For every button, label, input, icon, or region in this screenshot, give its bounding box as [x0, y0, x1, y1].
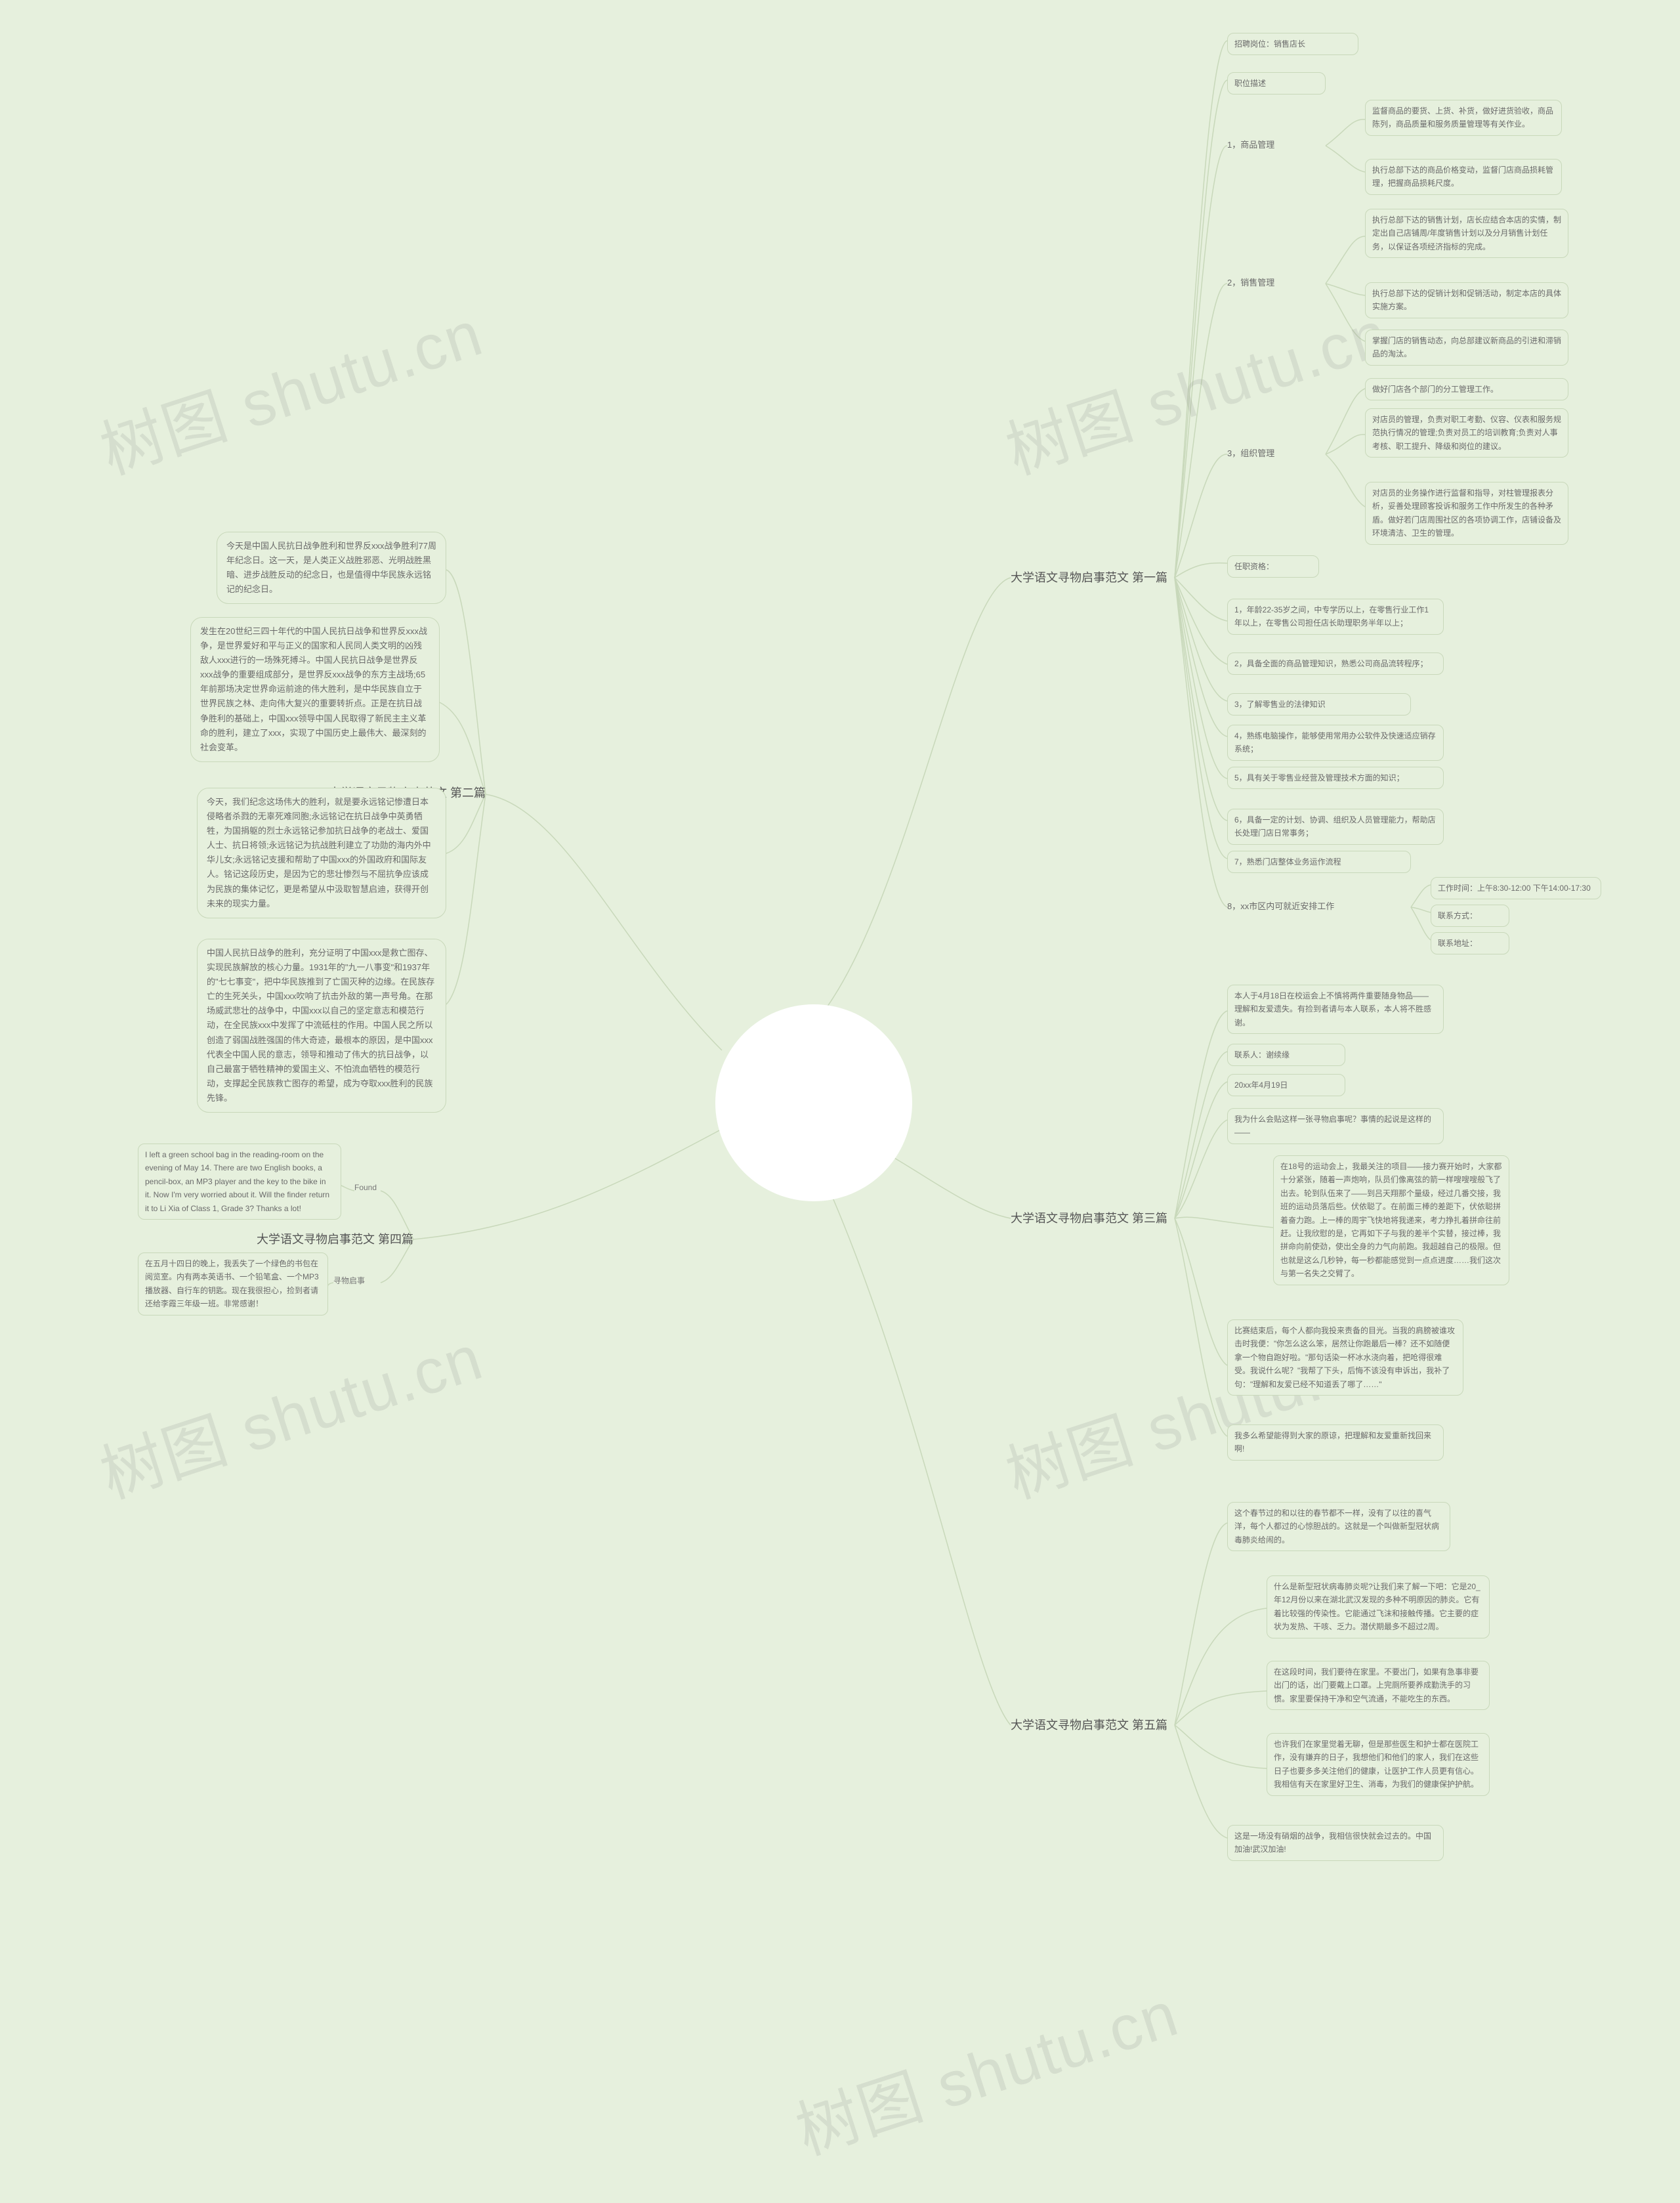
branch-label-5: 大学语文寻物启事范文 第五篇: [1011, 1716, 1167, 1733]
node: 20xx年4月19日: [1227, 1074, 1345, 1096]
node: 对店员的业务操作进行监督和指导，对柱管理报表分析，妥善处理顾客投诉和服务工作中所…: [1365, 482, 1568, 545]
node: 对店员的管理，负责对职工考勤、仪容、仪表和服务规范执行情况的管理;负责对员工的培…: [1365, 408, 1568, 458]
node: 监督商品的要货、上货、补货，做好进货验收，商品陈列，商品质量和服务质量管理等有关…: [1365, 100, 1562, 136]
node: 今天，我们纪念这场伟大的胜利，就是要永远铭记惨遭日本侵略者杀戮的无辜死难同胞;永…: [197, 788, 446, 918]
node: 掌握门店的销售动态，向总部建议新商品的引进和滞销品的淘汰。: [1365, 330, 1568, 366]
node: 这个春节过的和以往的春节都不一样，没有了以往的喜气洋，每个人都过的心惊胆战的。这…: [1227, 1502, 1450, 1551]
node: 做好门店各个部门的分工管理工作。: [1365, 378, 1568, 400]
branch-label-4: 大学语文寻物启事范文 第四篇: [257, 1230, 413, 1247]
node: 中国人民抗日战争的胜利，充分证明了中国xxx是救亡图存、实现民族解放的核心力量。…: [197, 939, 446, 1113]
branch-label-3: 大学语文寻物启事范文 第三篇: [1011, 1209, 1167, 1226]
node: 在五月十四日的晚上，我丢失了一个绿色的书包在阅览室。内有两本英语书、一个铅笔盒、…: [138, 1252, 328, 1315]
node: 寻物启事: [333, 1275, 365, 1286]
watermark: 树图 shutu.cn: [783, 1963, 1188, 2172]
node: 1，商品管理: [1227, 138, 1326, 152]
node: 这是一场没有硝烟的战争，我相信很快就会过去的。中国加油!武汉加油!: [1227, 1825, 1444, 1861]
node: 3，了解零售业的法律知识: [1227, 693, 1411, 716]
node: 2，销售管理: [1227, 276, 1326, 290]
node: 2，具备全面的商品管理知识，熟悉公司商品流转程序；: [1227, 652, 1444, 675]
center-label: 大学语文寻物启事范文共5篇: [742, 1082, 886, 1124]
watermark: 树图 shutu.cn: [87, 1306, 492, 1516]
node: 工作时间：上午8:30-12:00 下午14:00-17:30: [1431, 877, 1601, 899]
node: 联系方式：: [1431, 905, 1509, 927]
node: 我多么希望能得到大家的原谅，把理解和友爱重新找回来啊!: [1227, 1424, 1444, 1461]
node: 8，xx市区内可就近安排工作: [1227, 899, 1411, 914]
node: 执行总部下达的商品价格变动，监督门店商品损耗管理，把握商品损耗尺度。: [1365, 159, 1562, 195]
node: 也许我们在家里觉着无聊，但是那些医生和护士都在医院工作，没有嫌弃的日子，我想他们…: [1267, 1733, 1490, 1796]
watermark: 树图 shutu.cn: [993, 282, 1398, 492]
node: 6，具备一定的计划、协调、组织及人员管理能力，帮助店长处理门店日常事务；: [1227, 809, 1444, 845]
node: 联系地址：: [1431, 932, 1509, 954]
node: 3，组织管理: [1227, 446, 1326, 461]
node: 什么是新型冠状病毒肺炎呢?让我们来了解一下吧：它是20_年12月份以来在湖北武汉…: [1267, 1575, 1490, 1638]
center-node: 大学语文寻物启事范文共5篇: [715, 1004, 912, 1201]
node: 发生在20世纪三四十年代的中国人民抗日战争和世界反xxx战争，是世界爱好和平与正…: [190, 617, 440, 762]
node: I left a green school bag in the reading…: [138, 1144, 341, 1220]
node: 职位描述: [1227, 72, 1326, 95]
watermark: 树图 shutu.cn: [87, 282, 492, 492]
node: 在18号的运动会上，我最关注的项目——接力赛开始时，大家都十分紧张，随着一声炮响…: [1273, 1155, 1509, 1285]
node: 今天是中国人民抗日战争胜利和世界反xxx战争胜利77周年纪念日。这一天，是人类正…: [217, 532, 446, 604]
node: 任职资格：: [1227, 555, 1319, 578]
node: 我为什么会贴这样一张寻物启事呢？事情的起说是这样的——: [1227, 1108, 1444, 1144]
node: 招聘岗位：销售店长: [1227, 33, 1358, 55]
node: 本人于4月18日在校运会上不慎将两件重要随身物品——理解和友爱遗失。有捡到者请与…: [1227, 985, 1444, 1034]
node: 5，具有关于零售业经营及管理技术方面的知识；: [1227, 767, 1444, 789]
node: 4，熟练电脑操作，能够使用常用办公软件及快速适应销存系统；: [1227, 725, 1444, 761]
node: Found: [354, 1183, 377, 1192]
node: 1，年龄22-35岁之间，中专学历以上，在零售行业工作1年以上，在零售公司担任店…: [1227, 599, 1444, 635]
node: 执行总部下达的销售计划，店长应结合本店的实情，制定出自己店铺周/年度销售计划以及…: [1365, 209, 1568, 258]
node: 7，熟悉门店整体业务运作流程: [1227, 851, 1411, 873]
node: 联系人：谢续缘: [1227, 1044, 1345, 1066]
branch-label-1: 大学语文寻物启事范文 第一篇: [1011, 568, 1167, 586]
node: 比赛结束后，每个人都向我投来责备的目光。当我的肩膀被谁攻击时我便："你怎么这么笨…: [1227, 1319, 1463, 1396]
node: 执行总部下达的促销计划和促销活动，制定本店的具体实施方案。: [1365, 282, 1568, 318]
node: 在这段时间，我们要待在家里。不要出门，如果有急事非要出门的话，出门要戴上口罩。上…: [1267, 1661, 1490, 1710]
